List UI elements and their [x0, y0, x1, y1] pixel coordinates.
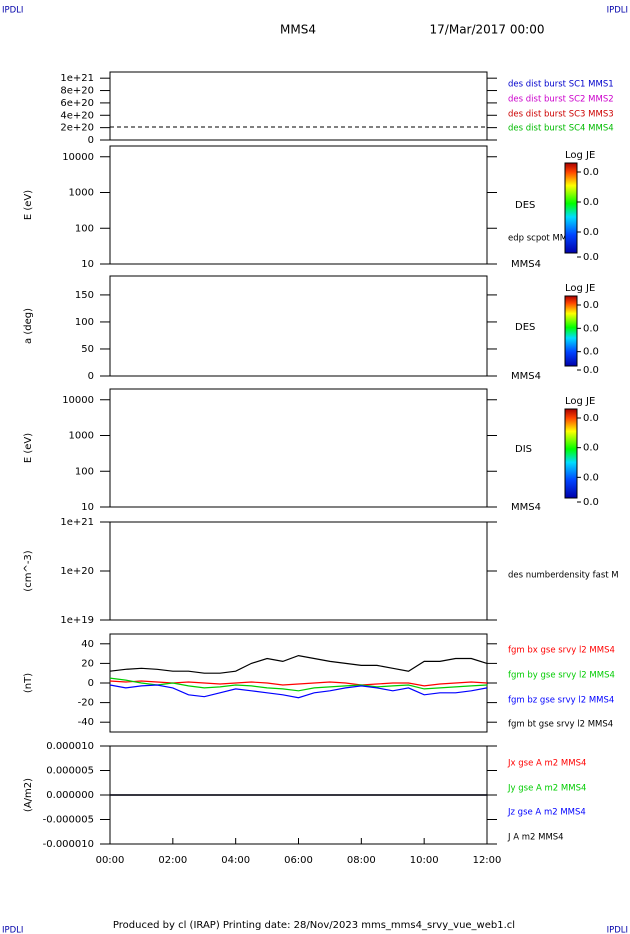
series-line: [109, 654, 488, 674]
colorbar-tick-label: 0.0: [583, 197, 599, 208]
colorbar-tick-label: 0.0: [583, 365, 599, 376]
colorbar-title: Log JE: [565, 396, 595, 407]
side-label: MMS4: [511, 259, 541, 270]
legend-entry: Jz gse A m2 MMS4: [507, 808, 586, 818]
x-tick-label: 12:00: [473, 855, 502, 866]
legend-entry: fgm bz gse srvy l2 MMS4: [508, 696, 614, 706]
colorbar-title: Log JE: [565, 150, 595, 161]
y-tick-label: 1e+21: [60, 517, 94, 528]
y-tick-label: 0: [88, 371, 94, 382]
colorbar-tick-label: 0.0: [583, 347, 599, 358]
corner-label: IPDLI: [2, 6, 23, 16]
series-line: [109, 684, 488, 699]
y-tick-label: 0.000010: [46, 741, 94, 752]
y-axis-label: a (deg): [23, 308, 34, 344]
colorbar: [564, 162, 578, 254]
legend-entry: fgm bx gse srvy l2 MMS4: [508, 646, 615, 656]
colorbar-tick-label: 0.0: [583, 300, 599, 311]
x-tick-label: 02:00: [158, 855, 187, 866]
legend-entry: des dist burst SC2 MMS2: [508, 95, 614, 105]
panel-frame: [109, 388, 488, 508]
y-tick-label: 1000: [69, 431, 94, 442]
corner-label: IPDLI: [607, 6, 628, 16]
y-tick-label: -20: [78, 698, 94, 709]
x-tick-label: 06:00: [284, 855, 313, 866]
y-tick-label: -0.000005: [43, 815, 94, 826]
y-tick-label: 1e+20: [60, 566, 94, 577]
y-tick-label: 100: [75, 317, 94, 328]
y-tick-label: 100: [75, 223, 94, 234]
y-tick-label: -40: [78, 717, 94, 728]
colorbar-tick-label: 0.0: [583, 413, 599, 424]
colorbar-tick-label: 0.0: [583, 443, 599, 454]
corner-label: IPDLI: [607, 926, 628, 934]
legend-entry: des dist burst SC3 MMS3: [508, 110, 614, 120]
colorbar-tick-label: 0.0: [583, 323, 599, 334]
date: 17/Mar/2017 00:00: [430, 23, 545, 37]
panel-frame: [109, 275, 488, 377]
legend-entry: Jx gse A m2 MMS4: [507, 759, 586, 769]
y-tick-label: 40: [81, 639, 94, 650]
y-axis-label: (A/m2): [23, 778, 34, 812]
y-axis-label: (nT): [23, 673, 34, 693]
side-label: DIS: [515, 444, 532, 455]
side-label: edp scpot MMS4: [508, 234, 578, 244]
y-tick-label: 8e+20: [60, 86, 94, 97]
y-tick-label: 6e+20: [60, 98, 94, 109]
colorbar: [564, 295, 578, 367]
y-tick-label: 150: [75, 290, 94, 301]
colorbar-tick-label: 0.0: [583, 167, 599, 178]
colorbar-tick-label: 0.0: [583, 252, 599, 263]
y-tick-label: 50: [81, 344, 94, 355]
y-tick-label: -0.000010: [43, 839, 94, 850]
legend-entry: des numberdensity fast M: [508, 571, 619, 581]
legend-entry: des dist burst SC1 MMS1: [508, 80, 614, 90]
y-tick-label: 10000: [62, 395, 94, 406]
x-tick-label: 04:00: [221, 855, 250, 866]
corner-label: IPDLI: [2, 926, 23, 934]
y-tick-label: 10: [81, 259, 94, 270]
x-tick-label: 00:00: [96, 855, 125, 866]
colorbar-title: Log JE: [565, 283, 595, 294]
y-tick-label: 4e+20: [60, 110, 94, 121]
y-tick-label: 2e+20: [60, 123, 94, 134]
legend-entry: fgm bt gse srvy l2 MMS4: [508, 720, 613, 730]
y-axis-label: E (eV): [23, 190, 34, 220]
side-label: DES: [515, 322, 535, 333]
panel-frame: [109, 71, 488, 141]
y-tick-label: 100: [75, 466, 94, 477]
x-tick-label: 08:00: [347, 855, 376, 866]
legend-entry: J A m2 MMS4: [507, 833, 564, 843]
y-tick-label: 0: [88, 678, 94, 689]
y-tick-label: 20: [81, 658, 94, 669]
y-tick-label: 1e+21: [60, 73, 94, 84]
y-tick-label: 1000: [69, 188, 94, 199]
side-label: DES: [515, 200, 535, 211]
legend-entry: fgm by gse srvy l2 MMS4: [508, 671, 615, 681]
x-tick-label: 10:00: [410, 855, 439, 866]
side-label: MMS4: [511, 502, 541, 513]
y-axis-label: E (eV): [23, 433, 34, 463]
panel-frame: [109, 145, 488, 265]
panel-frame: [109, 521, 488, 621]
y-tick-label: 0.000000: [46, 790, 94, 801]
y-tick-label: 0.000005: [46, 766, 94, 777]
colorbar-tick-label: 0.0: [583, 227, 599, 238]
colorbar-tick-label: 0.0: [583, 497, 599, 508]
series-line: [109, 677, 488, 692]
y-tick-label: 10: [81, 502, 94, 513]
colorbar-tick-label: 0.0: [583, 472, 599, 483]
footer: Produced by cl (IRAP) Printing date: 28/…: [113, 920, 515, 931]
y-axis-label: (cm^-3): [23, 550, 34, 591]
side-label: MMS4: [511, 371, 541, 382]
legend-entry: des dist burst SC4 MMS4: [508, 124, 614, 134]
mission: MMS4: [280, 23, 316, 37]
y-tick-label: 10000: [62, 152, 94, 163]
colorbar: [564, 408, 578, 499]
y-tick-label: 0: [88, 135, 94, 146]
y-tick-label: 1e+19: [60, 615, 94, 626]
legend-entry: Jy gse A m2 MMS4: [507, 784, 586, 794]
